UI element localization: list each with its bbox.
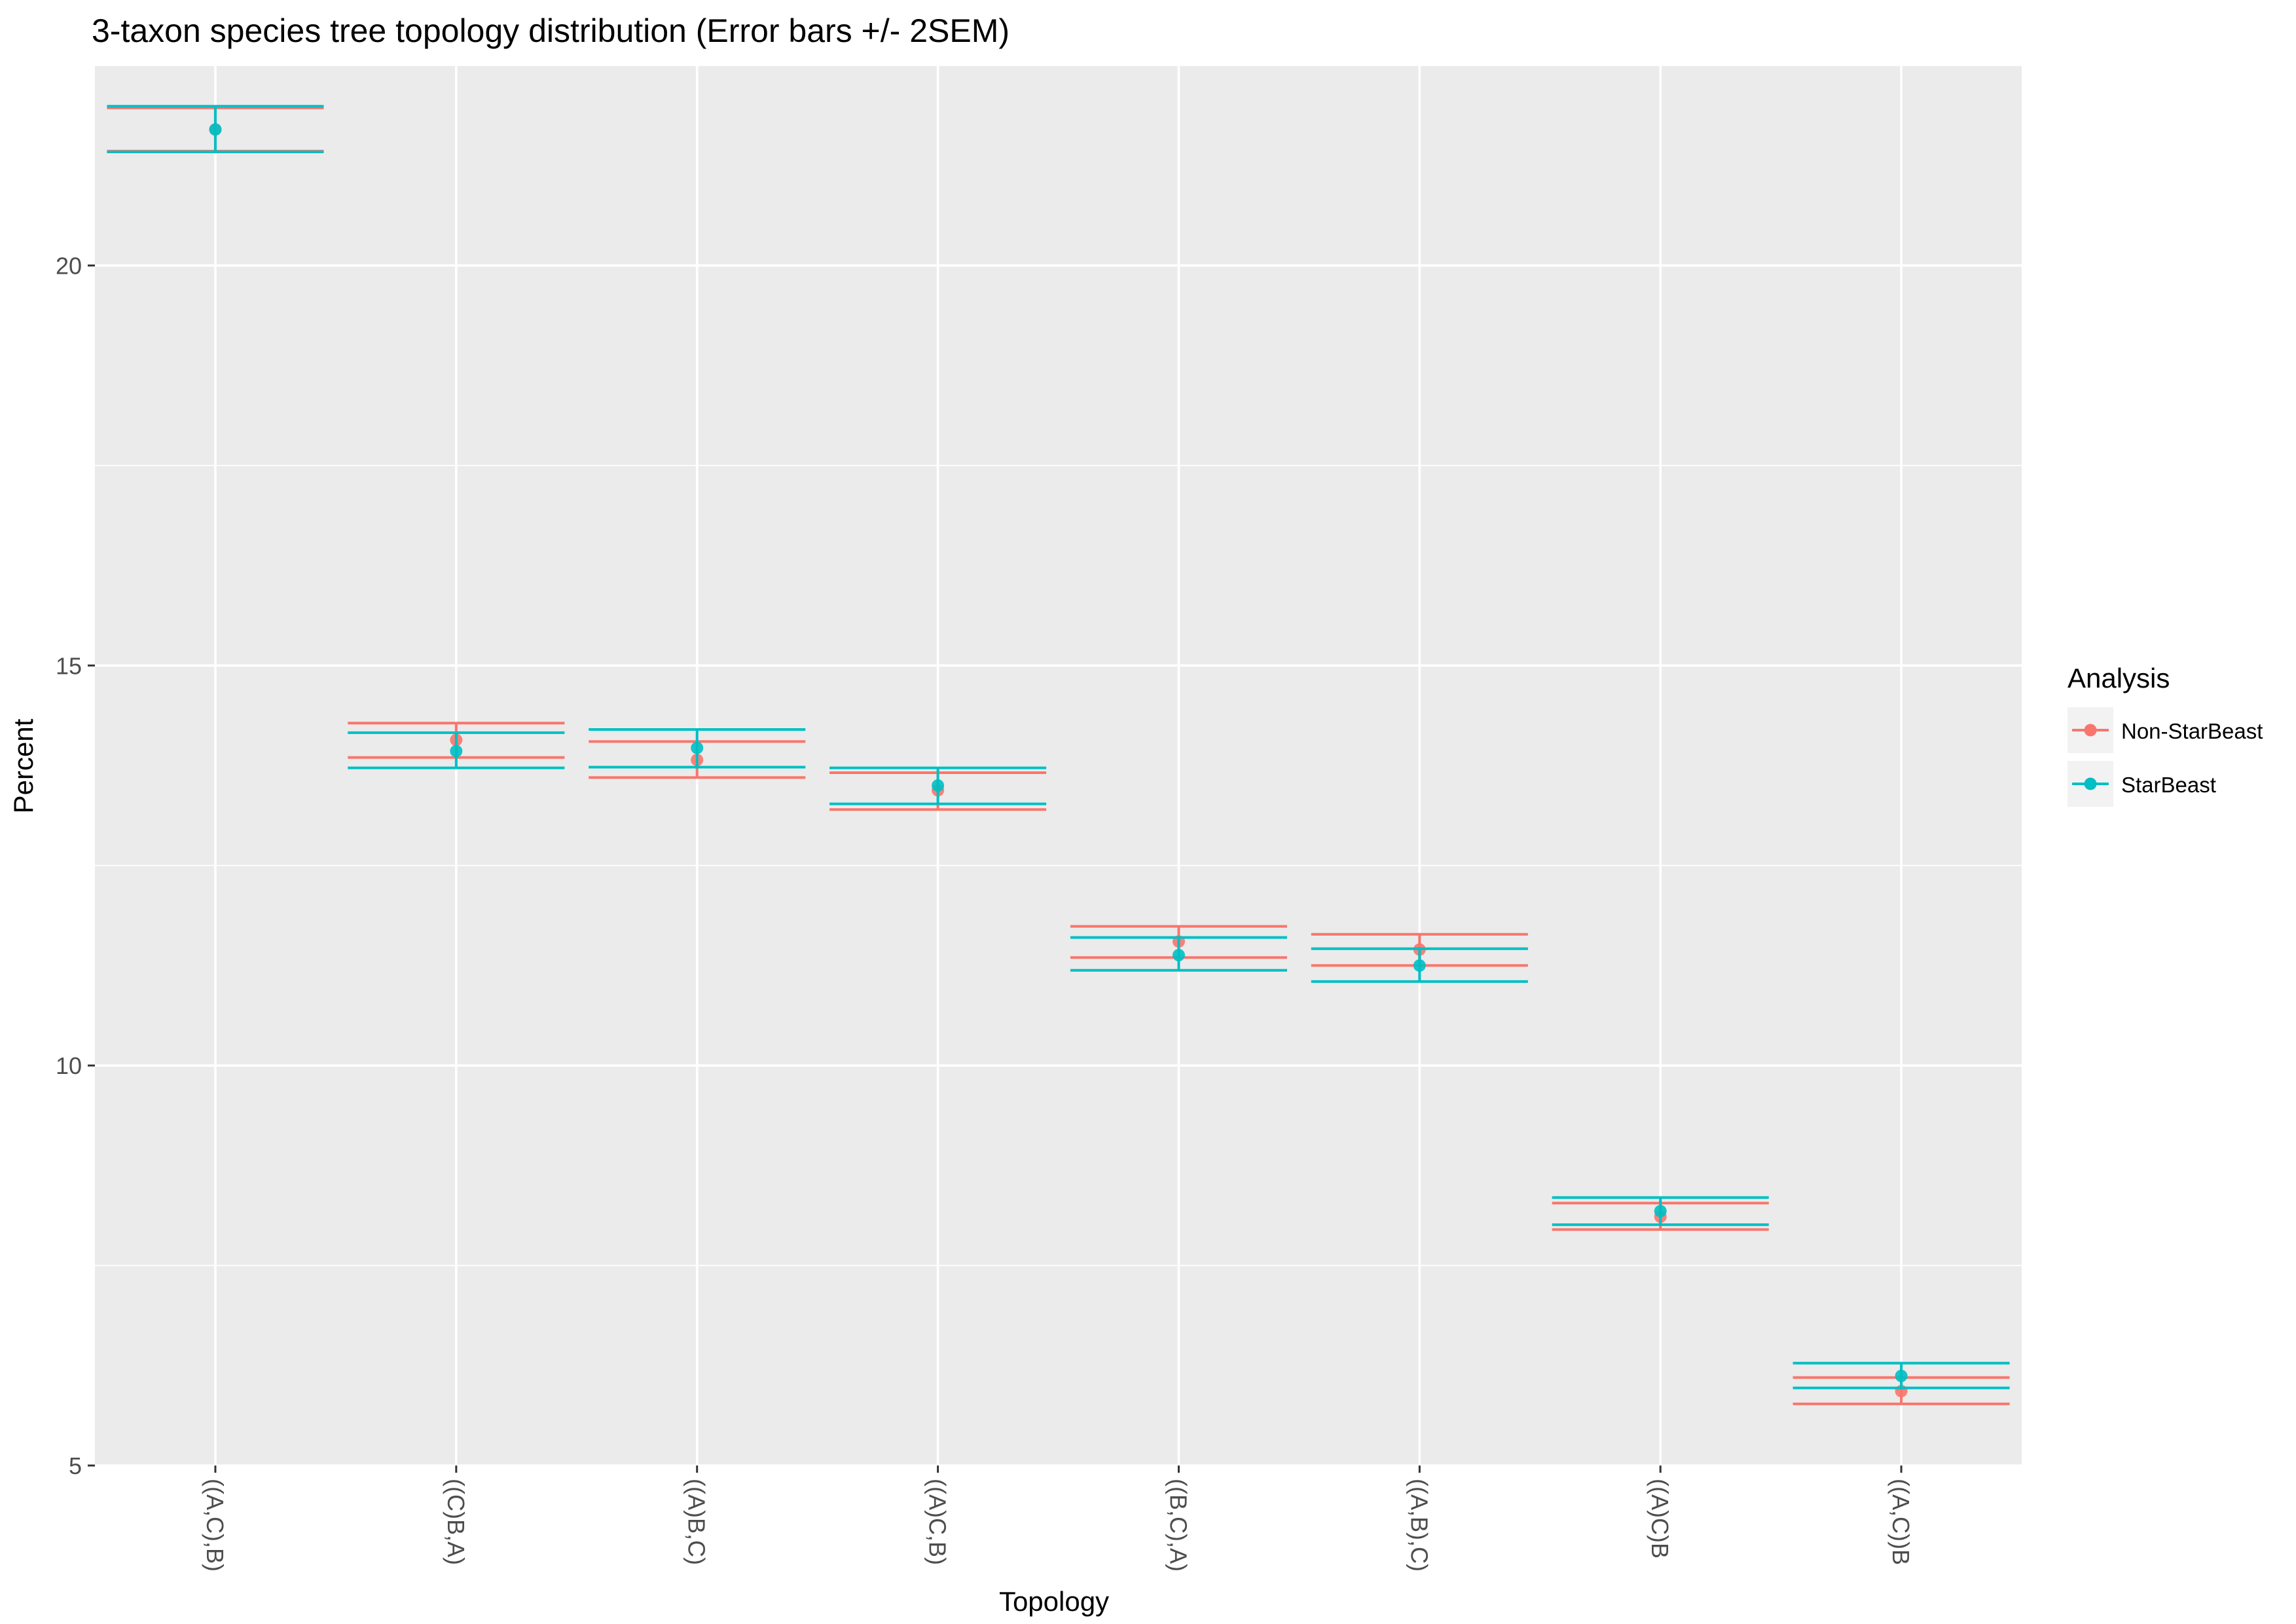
- axes: 5 10 15 20 ((A,C),B) ((C)B,A) ((A)B,C) ((A)C,B)…: [56, 252, 1914, 1572]
- data-point: [691, 741, 704, 754]
- data-point: [1895, 1369, 1908, 1382]
- x-tick-label: ((A)B,C): [683, 1479, 710, 1565]
- legend-label: Non-StarBeast: [2121, 719, 2263, 743]
- x-tick-label: ((C)B,A): [443, 1479, 469, 1565]
- legend-label: StarBeast: [2121, 773, 2216, 797]
- error-bar-marks: [107, 105, 2010, 1405]
- y-tick-label: 10: [56, 1052, 82, 1079]
- legend-item: Non-StarBeast: [2068, 707, 2263, 753]
- x-tick-label: ((A,C))B: [1887, 1479, 1914, 1565]
- y-tick-label: 15: [56, 652, 82, 679]
- y-axis-label: Percent: [8, 718, 39, 813]
- legend-key-point: [2084, 724, 2097, 737]
- panel-background: [95, 65, 2022, 1466]
- chart-title: 3-taxon species tree topology distributi…: [92, 12, 1010, 49]
- data-point: [209, 123, 222, 136]
- data-point: [1654, 1204, 1667, 1217]
- x-tick-label: ((A)C,B): [924, 1479, 951, 1565]
- data-point: [1413, 959, 1426, 972]
- data-point: [1172, 949, 1185, 962]
- x-tick-label: ((A)C)B: [1647, 1479, 1673, 1559]
- data-point: [932, 779, 945, 792]
- x-tick-label: ((B,C),A): [1165, 1479, 1192, 1572]
- legend-item: StarBeast: [2068, 761, 2216, 807]
- legend: Analysis Non-StarBeast StarBeast: [2068, 663, 2263, 807]
- x-tick-label: ((A,B),C): [1406, 1479, 1432, 1572]
- y-tick-label: 5: [69, 1452, 82, 1479]
- plot-panel: [95, 65, 2022, 1467]
- legend-key-point: [2084, 777, 2097, 790]
- x-axis-label: Topology: [999, 1586, 1109, 1617]
- y-tick-label: 20: [56, 252, 82, 279]
- series-starbeast: [107, 105, 2010, 1390]
- x-tick-label: ((A,C),B): [202, 1479, 228, 1572]
- data-point: [450, 745, 463, 758]
- legend-title: Analysis: [2068, 663, 2170, 693]
